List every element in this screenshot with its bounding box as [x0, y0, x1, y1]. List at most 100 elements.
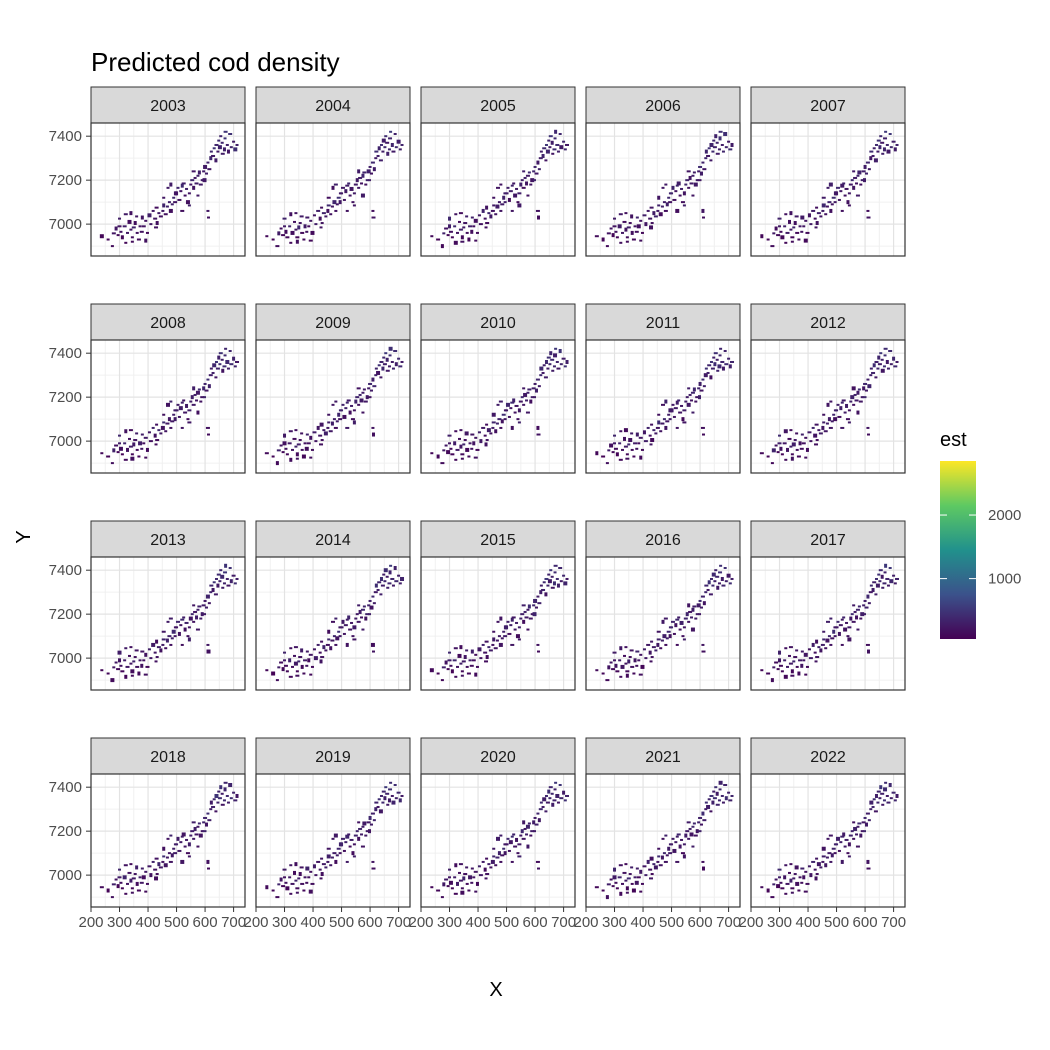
density-cell [187, 204, 191, 207]
density-cell [686, 170, 691, 173]
density-cell [289, 864, 293, 867]
density-cell [119, 664, 123, 667]
density-cell [305, 230, 309, 233]
density-cell [397, 357, 401, 360]
density-cell [510, 860, 514, 863]
density-cell [563, 581, 568, 586]
density-cell [606, 883, 611, 886]
density-cell [353, 183, 358, 186]
density-cell [657, 847, 661, 850]
density-cell [632, 455, 636, 458]
facet-strip [585, 86, 741, 124]
density-cell [661, 186, 665, 189]
density-cell [217, 797, 222, 800]
density-cell [829, 617, 833, 620]
density-cell [193, 393, 197, 396]
density-cell [876, 139, 881, 142]
density-cell [145, 665, 150, 668]
density-cell [852, 604, 856, 607]
density-cell [292, 437, 297, 440]
density-cell [828, 426, 833, 429]
density-cell [338, 842, 342, 847]
density-cell [859, 183, 863, 186]
density-cell [327, 421, 331, 424]
density-cell [879, 785, 883, 790]
density-cell [212, 363, 217, 368]
density-cell [559, 363, 563, 366]
density-cell [653, 215, 658, 218]
density-cell [594, 235, 599, 238]
density-cell [687, 603, 691, 608]
density-cell [801, 442, 806, 445]
density-cell [334, 209, 338, 212]
density-cell [379, 143, 383, 146]
density-cell [712, 797, 717, 800]
density-cell [202, 830, 207, 833]
density-cell [465, 866, 469, 869]
density-cell [840, 183, 845, 188]
density-cell [842, 616, 846, 619]
density-cell [310, 882, 315, 885]
density-cell [821, 860, 825, 863]
density-cell [676, 833, 681, 836]
density-cell [370, 823, 373, 826]
facet-panel: 2013 [90, 520, 246, 691]
density-cell [332, 635, 336, 638]
density-cell [675, 184, 679, 187]
density-cell [829, 643, 833, 646]
density-cell [374, 807, 378, 812]
density-cell [341, 403, 345, 406]
density-cell [805, 665, 809, 668]
density-cell [447, 434, 452, 437]
density-cell [329, 864, 333, 867]
density-cell [874, 376, 878, 379]
density-cell [484, 442, 488, 447]
density-cell [530, 613, 534, 616]
density-cell [865, 172, 868, 175]
density-cell [548, 146, 552, 149]
density-cell [348, 194, 352, 197]
density-cell [814, 226, 818, 229]
density-cell [877, 355, 881, 360]
density-cell [129, 863, 133, 866]
density-cell [639, 219, 643, 222]
density-cell [672, 415, 676, 418]
facet-label: 2010 [480, 315, 516, 332]
density-cell [153, 217, 158, 220]
density-cell [337, 412, 341, 417]
density-cell [166, 620, 170, 623]
density-cell [293, 646, 298, 649]
density-cell [835, 836, 840, 841]
density-cell [825, 422, 829, 425]
density-cell [279, 227, 283, 230]
density-cell [484, 660, 489, 663]
density-cell [714, 134, 718, 139]
density-cell [726, 573, 731, 578]
density-cell [356, 387, 361, 390]
density-cell [110, 678, 115, 683]
density-cell [880, 792, 885, 795]
density-cell [783, 659, 787, 662]
density-cell [290, 230, 295, 235]
density-cell [371, 595, 375, 598]
density-cell [494, 213, 498, 216]
density-cell [793, 439, 797, 442]
density-cell [169, 834, 173, 837]
density-cell [803, 652, 808, 657]
density-cell [614, 663, 618, 668]
density-cell [310, 448, 314, 451]
density-cell [364, 616, 368, 621]
density-cell [207, 384, 211, 389]
density-cell [136, 889, 141, 892]
density-cell [177, 415, 181, 418]
density-cell [541, 371, 545, 374]
density-cell [527, 822, 531, 825]
density-cell [825, 638, 830, 643]
density-cell [671, 403, 675, 406]
density-cell [342, 632, 346, 635]
density-cell [479, 657, 483, 660]
density-cell [643, 440, 648, 443]
panel-border [750, 556, 906, 691]
density-cell [450, 887, 454, 890]
density-cell [492, 204, 496, 207]
